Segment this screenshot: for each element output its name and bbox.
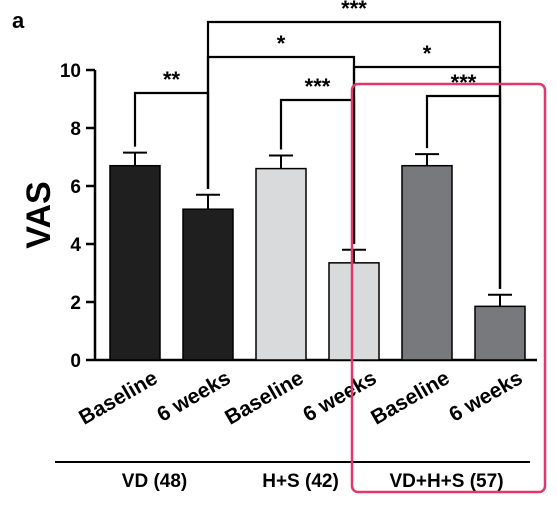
significance-label: * (277, 31, 286, 56)
y-tick-label: 4 (70, 235, 81, 256)
x-tick-label: Baseline (367, 366, 453, 429)
x-tick-label: 6 weeks (299, 366, 380, 426)
bar (401, 164, 453, 361)
y-tick-label: 2 (70, 293, 81, 314)
group-label: H+S (42) (262, 471, 339, 492)
y-axis-label: VAS (20, 181, 58, 248)
group-label: VD (48) (122, 471, 187, 492)
y-tick-label: 0 (70, 351, 81, 372)
y-tick-label: 6 (70, 177, 81, 198)
x-tick-label: 6 weeks (445, 366, 526, 426)
y-tick-label: 8 (70, 119, 81, 140)
significance-label: * (423, 41, 432, 66)
x-tick-label: Baseline (221, 366, 307, 429)
group-label: VD+H+S (57) (389, 471, 503, 492)
bar (328, 262, 380, 361)
y-tick-label: 10 (60, 61, 81, 82)
bar (109, 164, 161, 361)
significance-label: *** (451, 70, 477, 95)
bar (182, 208, 234, 361)
panel-label: a (12, 8, 25, 33)
bar (255, 167, 307, 361)
significance-label: *** (305, 74, 331, 99)
x-tick-label: 6 weeks (153, 366, 234, 426)
highlight-box (350, 82, 547, 494)
significance-label: ** (163, 67, 181, 92)
significance-bracket (206, 20, 502, 289)
significance-label: *** (341, 0, 367, 21)
x-tick-label: Baseline (75, 366, 161, 429)
bar (474, 305, 526, 361)
